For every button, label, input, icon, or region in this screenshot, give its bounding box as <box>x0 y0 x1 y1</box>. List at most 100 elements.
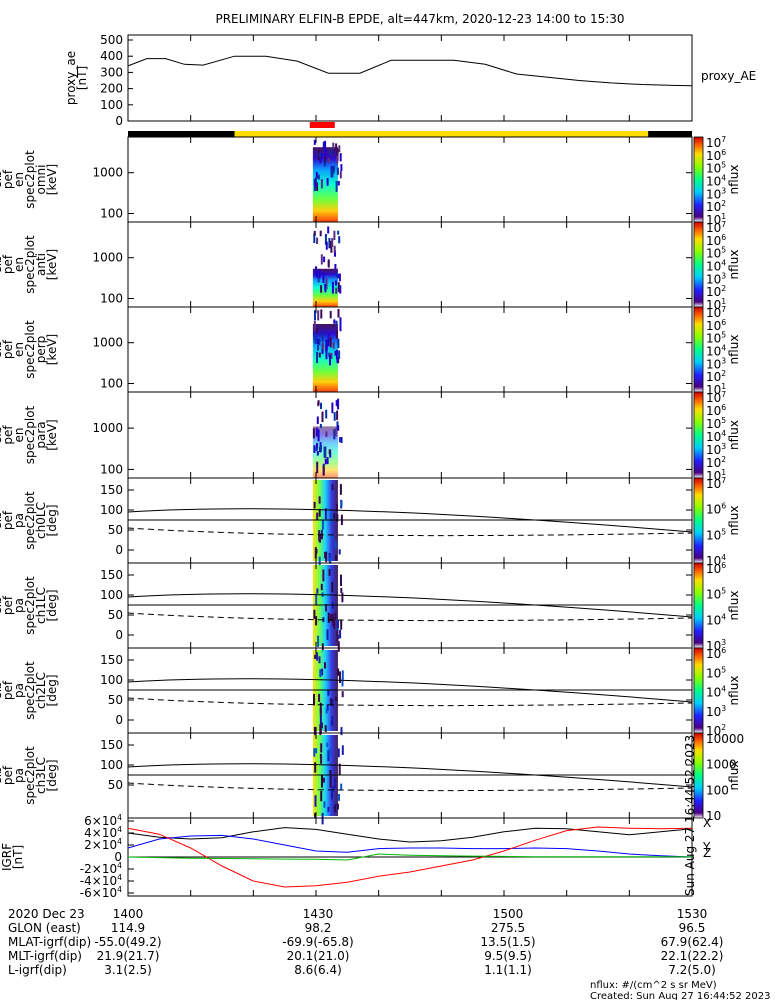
data-pixel <box>334 541 337 550</box>
data-pixel <box>338 273 341 282</box>
axis-label: proxy_ae <box>64 51 78 105</box>
axis-label: [keV] <box>45 334 59 365</box>
data-pixel <box>334 350 337 356</box>
data-pixel <box>329 311 332 319</box>
data-pixel <box>316 338 319 345</box>
ephemeris-value: 3.1(2.5) <box>104 963 152 977</box>
data-pixel <box>340 620 343 630</box>
tick-label: 105 <box>706 331 726 346</box>
axis-label: elb <box>0 766 4 784</box>
tick-label: 106 <box>706 403 726 418</box>
data-pixel <box>334 264 337 270</box>
igrf-series-y <box>127 834 693 858</box>
data-pixel <box>341 678 344 687</box>
data-pixel <box>335 180 338 192</box>
tick-label: 101 <box>706 212 726 227</box>
data-pixel <box>322 272 325 283</box>
data-pixel <box>313 609 316 619</box>
tick-label: 50 <box>108 693 123 707</box>
data-pixel <box>318 352 321 358</box>
data-pixel <box>315 427 318 437</box>
axis-label: pef <box>1 680 15 700</box>
tick-label: 106 <box>706 646 726 661</box>
axis-label: spec2plot <box>23 491 37 550</box>
data-pixel <box>315 266 317 273</box>
axis-label: omni <box>34 165 48 195</box>
tick-label: 50 <box>108 523 123 537</box>
colorbar <box>693 732 704 819</box>
data-pixel <box>317 174 320 180</box>
ephemeris-value: 8.6(6.4) <box>294 963 342 977</box>
tick-label: 0 <box>115 543 123 557</box>
colorbar <box>693 136 704 223</box>
data-pixel <box>316 416 319 425</box>
data-pixel <box>341 592 344 603</box>
colorbar <box>693 647 704 734</box>
axis-label: pef <box>1 169 15 189</box>
data-pixel <box>335 280 337 286</box>
data-pixel <box>320 743 323 753</box>
data-pixel <box>337 282 340 293</box>
data-pixel <box>335 143 338 151</box>
time-tick-label: 1430 <box>303 907 334 921</box>
data-pixel <box>326 704 329 711</box>
colorbar <box>693 221 704 308</box>
tick-label: 0 <box>115 713 123 727</box>
data-pixel <box>325 409 328 419</box>
tick-label: 50 <box>108 608 123 622</box>
loss-cone-line <box>127 763 693 788</box>
data-pixel <box>317 344 319 351</box>
data-pixel <box>312 428 315 439</box>
data-pixel <box>331 716 334 726</box>
data-pixel <box>324 140 327 153</box>
ephemeris-value: 13.5(1.5) <box>480 935 535 949</box>
axis-label: pef <box>1 425 15 445</box>
data-pixel <box>313 230 316 236</box>
data-pixel <box>320 755 323 764</box>
data-pixel <box>331 281 334 294</box>
data-pixel <box>330 614 332 622</box>
data-pixel <box>316 182 319 191</box>
data-pixel <box>335 287 338 294</box>
tick-label: 2×104 <box>84 837 122 852</box>
loss-cone-line <box>127 593 693 618</box>
tick-label: 104 <box>706 553 726 568</box>
tick-label: 101 <box>706 297 726 312</box>
data-pixel <box>319 669 322 678</box>
colorbar-label: nflux <box>727 506 741 536</box>
data-pixel <box>320 309 323 319</box>
data-pixel <box>320 254 323 265</box>
data-pixel <box>335 272 338 278</box>
data-pixel <box>319 153 321 158</box>
data-pixel <box>315 270 318 278</box>
data-pixel <box>318 693 321 702</box>
data-pixel <box>338 236 341 244</box>
axis-label: ch1LC <box>34 587 48 624</box>
data-pixel <box>330 791 333 800</box>
anti-loss-cone-line <box>127 527 693 537</box>
tick-label: 300 <box>100 65 123 79</box>
tick-label: 107 <box>706 476 726 491</box>
tick-label: 0 <box>115 114 123 128</box>
data-pixel <box>340 783 343 791</box>
units-note: nflux: #/(cm^2 s sr MeV) <box>590 980 717 991</box>
data-pixel <box>336 514 339 522</box>
tick-label: 150 <box>100 483 123 497</box>
data-pixel <box>331 238 334 247</box>
axis-label: [deg] <box>45 505 59 537</box>
data-pixel <box>328 449 331 455</box>
axis-label: spec2plot <box>23 746 37 805</box>
data-pixel <box>327 689 330 696</box>
data-pixel <box>338 350 341 359</box>
data-pixel <box>336 330 338 339</box>
ephemeris-value: 9.5(9.5) <box>484 949 532 963</box>
axis-label: [deg] <box>45 675 59 707</box>
tick-label: 150 <box>100 738 123 752</box>
data-pixel <box>313 501 316 509</box>
ephemeris-value: 22.1(22.2) <box>661 949 724 963</box>
anti-loss-cone-line <box>127 612 693 622</box>
tick-label: 1000 <box>92 421 123 435</box>
tick-label: 200 <box>100 82 123 96</box>
ephemeris-value: 98.2 <box>305 921 332 935</box>
data-pixel <box>329 337 332 348</box>
